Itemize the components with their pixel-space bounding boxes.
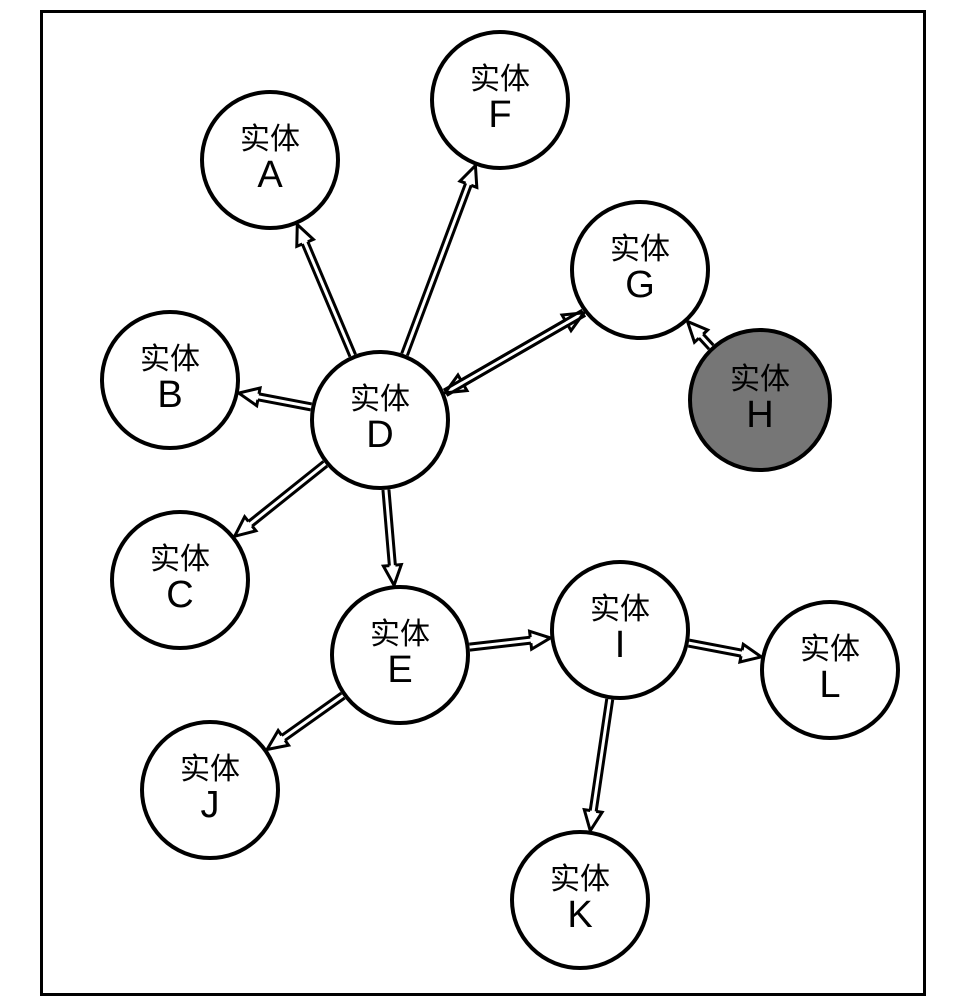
node-K: 实体K bbox=[510, 830, 650, 970]
diagram-canvas: { "diagram": { "type": "network", "backg… bbox=[0, 0, 954, 1000]
node-label-letter: H bbox=[746, 396, 773, 436]
node-H: 实体H bbox=[688, 328, 832, 472]
node-E: 实体E bbox=[330, 585, 470, 725]
node-label-prefix: 实体 bbox=[470, 64, 530, 96]
node-label-prefix: 实体 bbox=[550, 864, 610, 896]
node-label-prefix: 实体 bbox=[150, 544, 210, 576]
node-label-prefix: 实体 bbox=[140, 344, 200, 376]
node-label-letter: J bbox=[201, 786, 220, 826]
node-L: 实体L bbox=[760, 600, 900, 740]
node-label-letter: I bbox=[615, 626, 626, 666]
node-A: 实体A bbox=[200, 90, 340, 230]
node-label-prefix: 实体 bbox=[180, 754, 240, 786]
node-label-letter: K bbox=[567, 896, 592, 936]
node-label-letter: L bbox=[819, 666, 840, 706]
node-label-letter: A bbox=[257, 156, 282, 196]
node-C: 实体C bbox=[110, 510, 250, 650]
node-I: 实体I bbox=[550, 560, 690, 700]
node-G: 实体G bbox=[570, 200, 710, 340]
node-label-letter: B bbox=[157, 376, 182, 416]
node-D: 实体D bbox=[310, 350, 450, 490]
node-label-prefix: 实体 bbox=[610, 234, 670, 266]
node-label-prefix: 实体 bbox=[370, 619, 430, 651]
node-label-prefix: 实体 bbox=[240, 124, 300, 156]
node-label-prefix: 实体 bbox=[350, 384, 410, 416]
node-label-prefix: 实体 bbox=[800, 634, 860, 666]
node-label-prefix: 实体 bbox=[730, 364, 790, 396]
node-label-letter: D bbox=[366, 416, 393, 456]
node-F: 实体F bbox=[430, 30, 570, 170]
node-label-letter: E bbox=[387, 651, 412, 691]
node-label-prefix: 实体 bbox=[590, 594, 650, 626]
node-label-letter: C bbox=[166, 576, 193, 616]
node-B: 实体B bbox=[100, 310, 240, 450]
node-label-letter: G bbox=[625, 266, 655, 306]
node-label-letter: F bbox=[488, 96, 511, 136]
node-J: 实体J bbox=[140, 720, 280, 860]
